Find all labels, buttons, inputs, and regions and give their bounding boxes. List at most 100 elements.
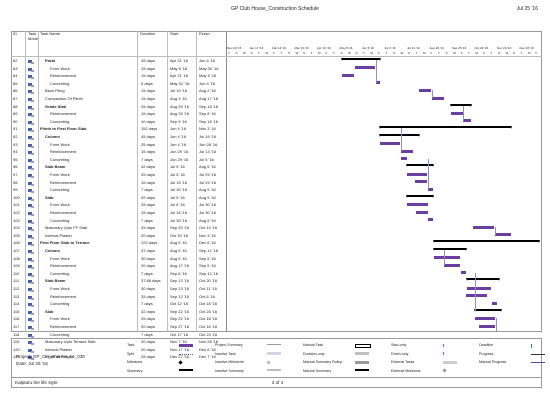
table-row[interactable]: 112 Form Work 30 days Sep 13 '16 Oct 11 '16 — [11, 285, 227, 293]
table-row[interactable]: 103 Concreting 7 days Jul 30 '16 Aug 5 '16 — [11, 217, 227, 225]
task-name: Form Work — [50, 255, 70, 261]
task-name: Plinth to First Floor Slab — [40, 126, 87, 132]
legend-label: Manual Summary — [303, 368, 332, 373]
table-row[interactable]: 86 Back Filing 15 days Jul 19 '16 Aug 2 '16 — [11, 87, 227, 95]
table-row[interactable]: 89 Reinforcement 15 days Aug 25 '16 Sep 8 '1… — [11, 110, 227, 118]
gantt-task-bar[interactable] — [431, 96, 444, 100]
table-row[interactable]: 101 Form Work 25 days Jul 6 '16 Jul 30 '16 — [11, 201, 227, 209]
table-row[interactable]: 85 Concreting 5 days May 31 '16 Jun 4 '16 — [11, 80, 227, 88]
table-row[interactable]: 108 Form Work 30 days Aug 6 '16 Sep 5 '16 — [11, 255, 227, 263]
legend-swatch — [443, 343, 446, 347]
gantt-summary-bar[interactable] — [465, 278, 500, 282]
task-finish: Oct 23 '16 — [199, 331, 218, 337]
gantt-task-bar[interactable] — [401, 157, 407, 161]
gantt-task-bar[interactable] — [434, 256, 460, 260]
timeline-week-label: Jul 3,'16 — [384, 46, 396, 50]
table-row[interactable]: 107 Column 37 days Aug 6 '16 Sep 12 '16 — [11, 247, 227, 255]
gantt-summary-bar[interactable] — [340, 58, 381, 61]
table-row[interactable]: 91 Plinth to First Floor Slab 152 days Jun … — [11, 125, 227, 133]
task-id: 116 — [13, 316, 20, 322]
dependency-line — [431, 90, 433, 98]
table-row[interactable]: 84 Reinforcement 15 days Apr 21 '16 May 5 '1… — [11, 72, 227, 80]
gantt-summary-bar[interactable] — [433, 240, 541, 244]
table-row[interactable]: 99 Concreting 7 days Jul 30 '16 Aug 5 '16 — [11, 186, 227, 194]
gantt-summary-bar[interactable] — [405, 164, 434, 168]
gantt-task-bar[interactable] — [460, 271, 467, 275]
gantt-task-bar[interactable] — [463, 119, 472, 123]
gantt-task-bar[interactable] — [428, 218, 434, 222]
table-row[interactable]: 119 Masonary Upto Terrace Slab 20 days Nov … — [11, 338, 227, 346]
gantt-task-bar[interactable] — [472, 225, 494, 229]
task-name: Form Work — [50, 202, 70, 208]
gantt-task-bar[interactable] — [450, 111, 463, 115]
table-row[interactable]: 104 Masonary Upto FF Slab 25 days Sep 20 '1… — [11, 224, 227, 232]
task-start: Jun 4 '16 — [170, 126, 187, 132]
gantt-task-bar[interactable] — [354, 66, 376, 70]
task-duration: 32 days — [141, 308, 156, 314]
table-row[interactable]: 105 Internal Plaster 20 days Oct 15 '16 Nov … — [11, 232, 227, 240]
table-row[interactable]: 82 Parat 45 days Apr 21 '16 Jun 4 '16 — [11, 57, 227, 65]
table-row[interactable]: 96 Slab Beam 32 days Jul 5 '16 Aug 5 '16 — [11, 163, 227, 171]
legend-label: Deadline — [479, 343, 494, 347]
table-row[interactable]: 88 Grade Slab 25 days Aug 25 '16 Sep 18 '16 — [11, 103, 227, 111]
gantt-task-bar[interactable] — [494, 233, 511, 237]
table-row[interactable]: 94 Reinforcement 15 days Jun 29 '16 Jul 13 '… — [11, 148, 227, 156]
table-row[interactable]: 110 Concreting 7 days Sep 6 '16 Sep 12 '16 — [11, 270, 227, 278]
gantt-task-bar[interactable] — [443, 263, 460, 267]
gantt-task-bar[interactable] — [341, 73, 354, 77]
table-row[interactable]: 113 Reinforcement 25 days Sep 12 '16 Oct 6 '… — [11, 293, 227, 301]
table-row[interactable]: 87 Compaction Of Plinth 15 days Aug 3 '16 Au… — [11, 95, 227, 103]
task-finish: Aug 5 '16 — [199, 164, 216, 170]
gantt-summary-bar[interactable] — [405, 194, 434, 198]
gantt-task-bar[interactable] — [428, 187, 434, 191]
task-finish: Oct 23 '16 — [199, 308, 218, 314]
table-row[interactable]: 109 Reinforcement 20 days Aug 17 '16 Sep 5 '… — [11, 262, 227, 270]
table-row[interactable]: 90 Concreting 10 days Sep 9 '16 Sep 18 '16 — [11, 118, 227, 126]
table-row[interactable]: 98 Reinforcement 15 days Jul 15 '16 Jul 29 '… — [11, 179, 227, 187]
dependency-line — [463, 105, 465, 121]
table-row[interactable]: 97 Form Work 25 days Jul 5 '16 Jul 29 '16 — [11, 171, 227, 179]
gantt-summary-bar[interactable] — [378, 126, 513, 130]
table-row[interactable]: 106 First Floor Slab to Terrace 122 days Au… — [11, 239, 227, 247]
gantt-task-bar[interactable] — [491, 301, 498, 305]
table-row[interactable]: 111 Slab Beam 37.88 days Sep 13 '16 Oct 20 '… — [11, 277, 227, 285]
table-row[interactable]: 93 Form Work 25 days Jun 4 '16 Jun 28 '16 — [11, 141, 227, 149]
table-row[interactable]: 92 Column 45 days Jun 4 '16 Jul 19 '16 — [11, 133, 227, 141]
table-row[interactable]: 102 Reinforcement 15 days Jul 16 '16 Jul 30 … — [11, 209, 227, 217]
table-row[interactable]: 100 Slab 32 days Jul 5 '16 Aug 5 '16 — [11, 194, 227, 202]
gantt-summary-bar[interactable] — [378, 134, 420, 137]
gantt-summary-bar[interactable] — [433, 248, 467, 251]
task-id: 112 — [13, 286, 20, 291]
task-start: May 31 '16 — [170, 80, 190, 86]
table-row[interactable]: 121 External Plaster 25 days Dec 27 '16 Dec … — [11, 353, 227, 361]
task-id: 104 — [13, 225, 20, 231]
timeline-week-label: Aug 28,'16 — [429, 46, 444, 50]
table-row[interactable]: 114 Concreting 7 days Oct 12 '16 Oct 18 '16 — [11, 300, 227, 308]
gantt-task-bar[interactable] — [407, 202, 429, 206]
gantt-task-bar[interactable] — [466, 294, 487, 298]
gantt-task-bar[interactable] — [406, 172, 428, 176]
gantt-task-bar[interactable] — [418, 88, 431, 92]
gantt-task-bar[interactable] — [479, 324, 496, 328]
table-row[interactable]: 115 Slab 32 days Sep 22 '16 Oct 23 '16 — [11, 308, 227, 316]
gantt-task-bar[interactable] — [415, 180, 428, 184]
gantt-summary-bar[interactable] — [473, 308, 503, 312]
task-duration: 10 days — [141, 118, 156, 124]
table-row[interactable]: 83 Form Work 15 days May 6 '16 May 30 '16 — [11, 65, 227, 73]
gantt-summary-bar[interactable] — [449, 103, 472, 107]
gantt-task-bar[interactable] — [376, 81, 380, 85]
table-row[interactable]: 117 Reinforcement 20 days Sep 27 '16 Oct 16 … — [11, 323, 227, 331]
gantt-task-bar[interactable] — [474, 316, 496, 320]
table-row[interactable]: 118 Concreting 7 days Oct 17 '16 Oct 23 '16 — [11, 331, 227, 339]
timeline-week-label: Dec 18,'16 — [519, 46, 534, 50]
gantt-task-bar[interactable] — [379, 142, 401, 146]
gantt-task-bar[interactable] — [466, 286, 492, 290]
task-finish: Aug 5 '16 — [199, 194, 216, 200]
table-row[interactable]: 116 Form Work 25 days Sep 22 '16 Oct 16 '16 — [11, 315, 227, 323]
task-mode-icon — [28, 287, 34, 295]
gantt-task-bar[interactable] — [401, 149, 414, 153]
gantt-task-bar[interactable] — [416, 210, 429, 214]
table-row[interactable]: 120 Internal Plaster 20 days Nov 17 '16 Dec … — [11, 346, 227, 354]
task-finish: Nov 3 '16 — [199, 232, 216, 238]
table-row[interactable]: 95 Concreting 7 days Jun 29 '16 Jul 5 '16 — [11, 156, 227, 164]
